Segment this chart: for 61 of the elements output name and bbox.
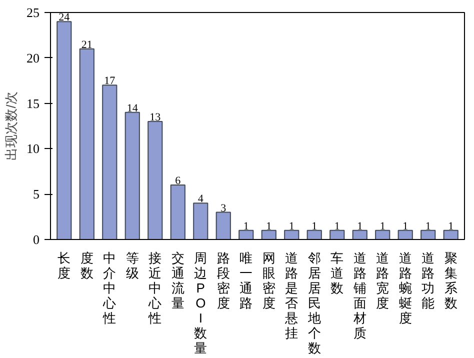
data-label: 6 [175,175,182,188]
x-tick-label: 交通流量 [171,250,184,310]
data-label: 1 [334,220,340,232]
bar [443,230,458,240]
bar [306,230,322,240]
bar [375,230,390,240]
data-label: 1 [357,220,363,232]
data-label: 1 [380,220,386,232]
x-tick-label: 道路宽度 [376,250,390,310]
bar [124,112,140,240]
x-tick-label: 周边POI数量 [194,250,208,356]
y-tick-label: 10 [26,141,40,156]
data-label: 13 [150,111,162,124]
x-tick-label: 邻居居民地个数 [306,250,321,356]
y-tick-label: 20 [26,50,40,66]
data-label: 1 [312,220,318,232]
bar [420,230,436,240]
data-label: 1 [266,220,272,232]
data-label: 21 [81,38,92,51]
bar [79,48,94,240]
x-tick-label: 路段密度 [216,250,230,310]
x-tick-label: 唯一通路 [240,250,253,310]
x-tick-label: 道路是否悬挂 [284,250,298,340]
bar [193,202,208,240]
bar [238,230,254,240]
x-tick-label: 接近中心性 [148,250,162,326]
x-tick-label: 度数 [80,250,94,280]
bar [216,212,231,240]
data-label: 1 [425,220,431,232]
x-tick-label: 聚集系数 [444,250,458,310]
x-tick-label: 道路功能 [422,250,435,310]
bar [170,184,186,240]
bar [352,230,368,240]
data-label: 24 [58,12,70,24]
y-tick-label: 5 [33,186,40,202]
data-label: 1 [448,220,454,232]
data-label: 17 [104,75,116,88]
x-tick-label: 道路蜿蜒度 [398,250,412,326]
bar [56,21,72,240]
data-label: 3 [220,202,227,214]
y-tick-label: 15 [26,96,40,111]
data-label: 4 [198,193,204,206]
y-axis-title: 出现次数/次 [4,92,18,160]
data-label: 1 [288,220,294,232]
bar [284,230,300,240]
bar [148,120,163,240]
bar [398,230,413,240]
x-tick-label: 长度 [58,250,71,280]
x-tick-label: 网眼密度 [262,250,276,310]
data-label: 1 [243,220,249,232]
bar [102,84,118,240]
x-tick-label: 中介中心性 [102,250,116,326]
y-tick-label: 25 [26,5,40,20]
x-tick-label: 道路铺面材质 [352,250,366,340]
bar [261,230,276,240]
data-label: 14 [126,102,138,114]
y-tick-label: 0 [33,232,40,247]
data-label: 1 [402,220,408,232]
x-tick-label: 等级 [126,250,139,280]
bar [330,230,345,240]
x-tick-label: 车道数 [330,250,344,296]
